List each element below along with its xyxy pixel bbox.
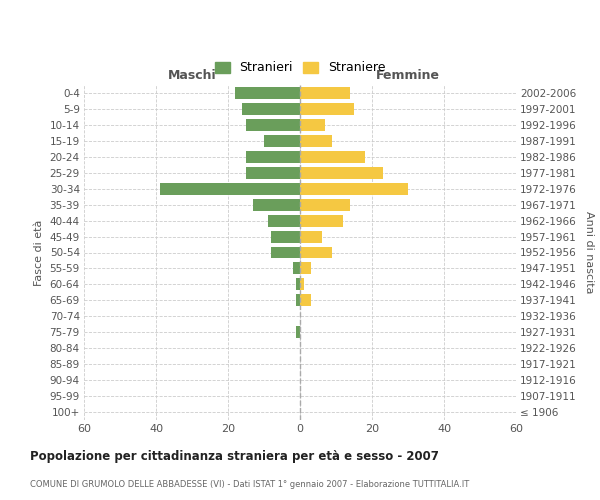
Bar [300, 278, 304, 290]
Text: Maschi: Maschi [167, 68, 217, 82]
Y-axis label: Fasce di età: Fasce di età [34, 220, 44, 286]
Bar [264, 135, 300, 147]
Bar [300, 103, 354, 115]
Text: Femmine: Femmine [376, 68, 440, 82]
Bar [300, 135, 332, 147]
Bar [246, 119, 300, 131]
Y-axis label: Anni di nascita: Anni di nascita [584, 211, 593, 294]
Bar [235, 87, 300, 99]
Bar [300, 246, 332, 258]
Bar [300, 87, 350, 99]
Bar [300, 151, 365, 163]
Bar [300, 294, 311, 306]
Bar [268, 214, 300, 226]
Bar [296, 278, 300, 290]
Bar [246, 151, 300, 163]
Bar [296, 326, 300, 338]
Text: COMUNE DI GRUMOLO DELLE ABBADESSE (VI) - Dati ISTAT 1° gennaio 2007 - Elaborazio: COMUNE DI GRUMOLO DELLE ABBADESSE (VI) -… [30, 480, 469, 489]
Bar [300, 198, 350, 210]
Bar [271, 246, 300, 258]
Bar [160, 182, 300, 194]
Bar [300, 230, 322, 242]
Bar [271, 230, 300, 242]
Bar [293, 262, 300, 274]
Bar [300, 214, 343, 226]
Bar [242, 103, 300, 115]
Bar [300, 182, 408, 194]
Bar [253, 198, 300, 210]
Legend: Stranieri, Straniere: Stranieri, Straniere [211, 58, 389, 78]
Bar [296, 294, 300, 306]
Text: Popolazione per cittadinanza straniera per età e sesso - 2007: Popolazione per cittadinanza straniera p… [30, 450, 439, 463]
Bar [300, 119, 325, 131]
Bar [300, 262, 311, 274]
Bar [300, 167, 383, 178]
Bar [246, 167, 300, 178]
